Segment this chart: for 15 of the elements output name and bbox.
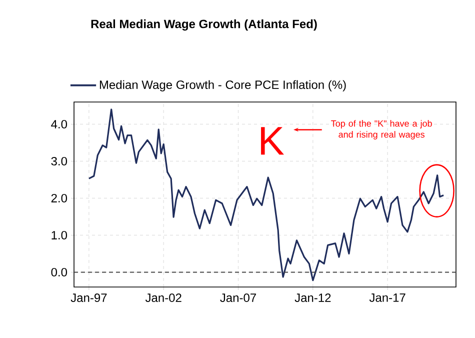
annotation: K (261, 127, 284, 155)
y-tick-label: 4.0 (51, 120, 68, 128)
x-tick-label: Jan-17 (369, 294, 406, 302)
y-tick-label: 0.0 (51, 268, 68, 276)
y-tick-label: 2.0 (51, 194, 68, 202)
x-tick-label: Jan-02 (145, 294, 182, 302)
x-tick-label: Jan-97 (70, 294, 107, 302)
x-tick-label: Jan-07 (220, 294, 256, 302)
y-tick-label: 3.0 (51, 156, 68, 166)
annotation: Top of the "K" have a job and rising real wages (331, 120, 432, 140)
y-tick-label: 1.0 (52, 230, 68, 240)
legend-label: Median Wage Growth - Core PCE Inflation (%) (100, 80, 346, 92)
chart-title: Real Median Wage Growth (Atlanta Fed) (91, 19, 317, 31)
x-tick-label: Jan-12 (294, 294, 331, 302)
line-series (88, 108, 444, 282)
